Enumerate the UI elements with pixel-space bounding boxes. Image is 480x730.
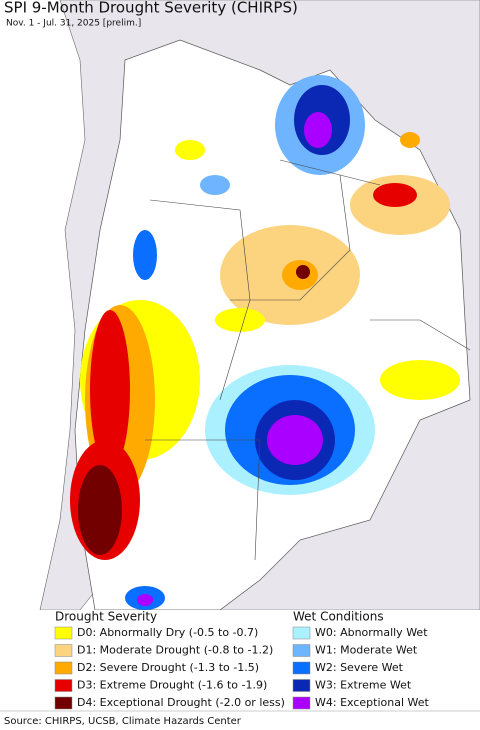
d3-patch [373,183,417,207]
legend-label: W0: Abnormally Wet [315,626,428,639]
d0-patch [380,360,460,400]
legend-label: D0: Abnormally Dry (-0.5 to -0.7) [77,626,258,639]
d0-patch [215,308,265,332]
legend-swatch [292,644,311,657]
d0-patch [175,140,205,160]
legend-swatch [292,626,311,640]
legend-label: W4: Exceptional Wet [315,696,430,709]
source: Source: CHIRPS, UCSB, Climate Hazards Ce… [4,716,242,727]
legend-swatch [54,644,73,657]
legend-title: Drought Severity [55,610,157,624]
legend-background [0,610,480,730]
legend-swatch [54,679,73,692]
legend-title: Wet Conditions [293,610,384,624]
legend-label: D3: Extreme Drought (-1.6 to -1.9) [77,679,267,692]
legend-label: W1: Moderate Wet [315,644,418,657]
border [149,199,251,401]
w4-patch [304,112,332,148]
w4-patch [137,594,153,606]
d4-patch [78,465,122,555]
d3-patch [90,310,130,470]
border [370,319,471,351]
legend-label: W3: Extreme Wet [315,679,412,692]
border [145,439,261,561]
legend-swatch [292,696,311,710]
legend-label: D4: Exceptional Drought (-2.0 or less) [77,696,285,709]
legend-swatch [292,661,311,675]
w1-patch [200,175,230,195]
d4-patch [296,265,310,279]
legend-swatch [54,696,73,710]
w4-patch [267,415,323,465]
legend-label: D1: Moderate Drought (-0.8 to -1.2) [77,644,273,657]
legend-label: W2: Severe Wet [315,661,404,674]
w2-patch [133,230,157,280]
drought-patches [70,132,460,560]
legend-swatch [54,626,73,640]
legend-swatch [54,661,73,675]
border [230,174,351,301]
wet-patches [125,75,375,610]
legend-label: D2: Severe Drought (-1.3 to -1.5) [77,661,259,674]
borders [145,159,471,561]
title: SPI 9-Month Drought Severity (CHIRPS) [4,0,298,17]
legend-swatch [292,679,311,692]
d2-patch [400,132,420,148]
subtitle: Nov. 1 - Jul. 31, 2025 [prelim.] [6,19,141,29]
